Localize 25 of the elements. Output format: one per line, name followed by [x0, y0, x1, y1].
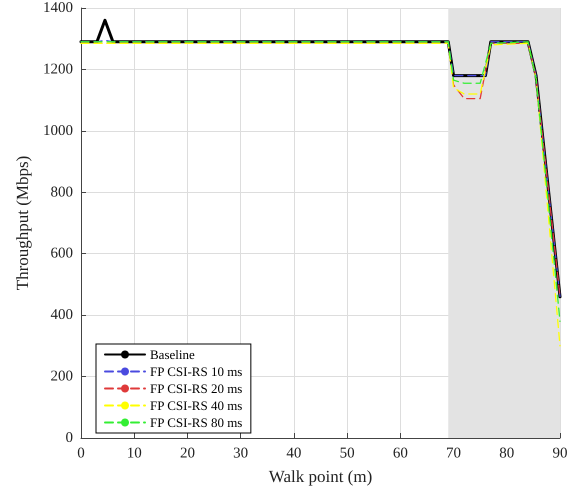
y-tick-label: 0 [66, 430, 73, 446]
y-tick-label: 600 [50, 246, 73, 262]
x-tick-label: 10 [126, 446, 142, 462]
y-tick-label: 1200 [43, 61, 73, 78]
y-tick-label: 1400 [43, 0, 73, 16]
legend-label: Baseline [150, 347, 195, 362]
y-tick-label: 200 [50, 368, 73, 385]
legend-label: FP CSI-RS 20 ms [150, 381, 242, 396]
x-tick-label: 90 [552, 446, 568, 462]
y-tick-label: 800 [50, 184, 73, 200]
x-tick-label: 20 [180, 446, 195, 462]
x-tick-label: 30 [233, 446, 248, 462]
x-tick-label: 80 [499, 446, 514, 462]
legend-label: FP CSI-RS 10 ms [150, 364, 242, 379]
legend-label: FP CSI-RS 40 ms [150, 398, 242, 413]
y-axis-title: Throughput (Mbps) [13, 156, 32, 290]
legend-label: FP CSI-RS 80 ms [150, 415, 242, 430]
y-tick-label: 400 [50, 307, 73, 324]
x-tick-label: 60 [392, 446, 408, 462]
x-tick-label: 40 [286, 446, 302, 462]
x-tick-label: 50 [340, 446, 355, 462]
x-axis-title: Walk point (m) [268, 467, 372, 486]
x-tick-label: 70 [446, 446, 462, 462]
y-tick-label: 1000 [43, 122, 73, 139]
x-tick-label: 0 [77, 446, 85, 462]
